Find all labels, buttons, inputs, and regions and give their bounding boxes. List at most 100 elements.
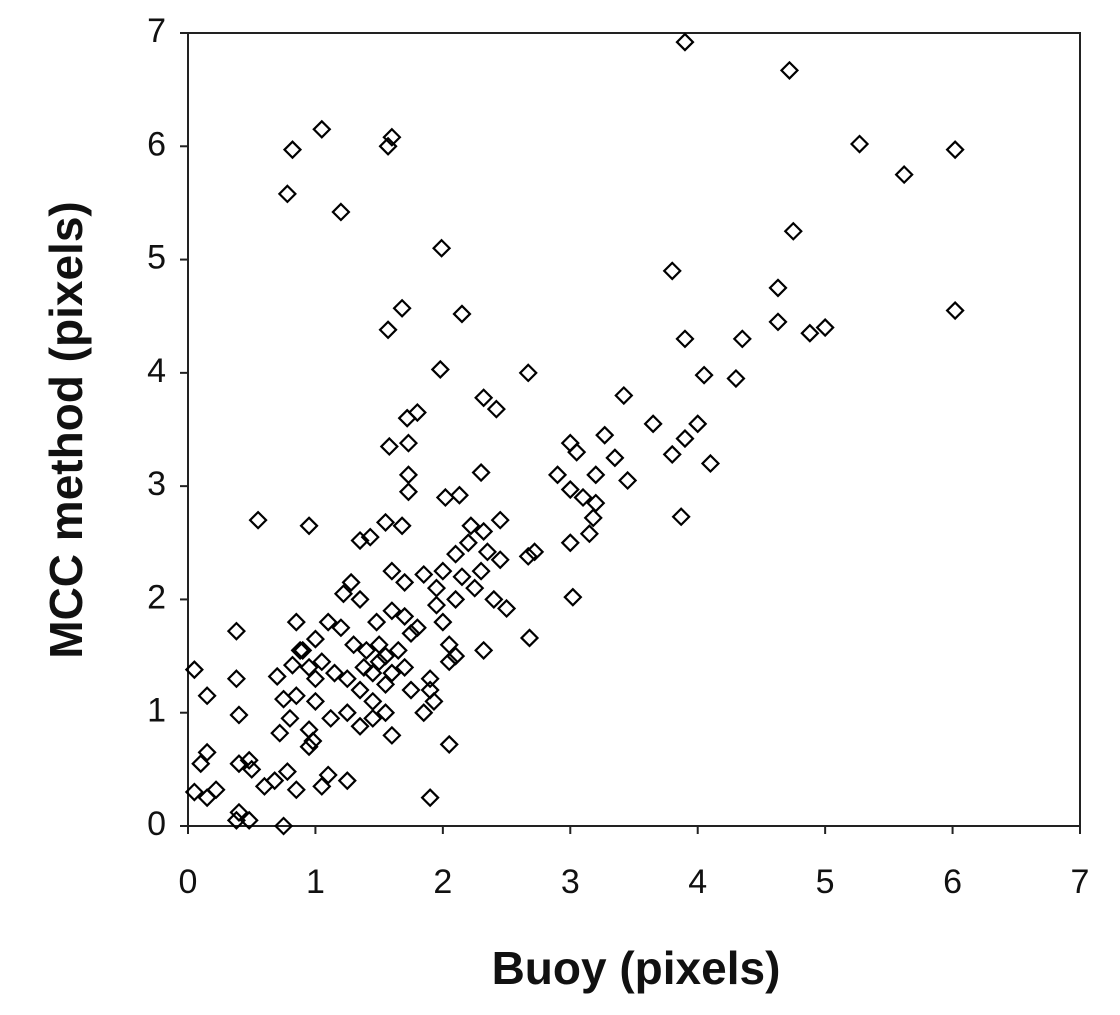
data-point — [360, 527, 380, 547]
data-point — [643, 414, 663, 434]
data-point — [369, 652, 389, 672]
data-point — [375, 512, 396, 532]
data-point — [375, 674, 396, 694]
data-point — [432, 238, 452, 258]
data-point — [395, 572, 415, 592]
data-point — [449, 485, 469, 505]
data-point — [945, 140, 965, 160]
data-point — [439, 652, 459, 672]
x-tick-label: 6 — [943, 863, 962, 901]
data-point — [282, 140, 303, 160]
data-point — [945, 300, 965, 321]
data-point — [398, 433, 419, 453]
data-point — [471, 561, 491, 581]
data-point — [382, 663, 402, 683]
data-point — [471, 462, 491, 483]
data-point — [197, 686, 217, 706]
data-point — [560, 533, 580, 553]
data-point — [363, 708, 383, 728]
y-tick-label: 5 — [147, 239, 166, 277]
data-point — [435, 487, 455, 508]
data-point — [337, 669, 357, 689]
data-point — [184, 782, 204, 802]
data-point — [274, 816, 294, 836]
data-point — [732, 329, 752, 349]
data-point — [280, 708, 300, 728]
data-point — [191, 754, 211, 774]
data-point — [675, 429, 695, 449]
data-point — [395, 657, 415, 677]
data-point — [388, 640, 408, 660]
data-point — [783, 221, 803, 241]
data-point — [398, 465, 419, 485]
plot-frame — [187, 32, 1081, 827]
data-point — [286, 686, 306, 706]
data-point — [344, 635, 364, 655]
data-point — [382, 601, 402, 621]
data-point — [378, 136, 398, 156]
data-point — [605, 448, 625, 468]
data-point — [286, 780, 306, 800]
data-point — [519, 628, 540, 648]
data-point — [490, 510, 510, 530]
data-point — [779, 60, 800, 80]
data-point — [382, 561, 402, 581]
data-point — [299, 516, 319, 536]
data-point — [726, 368, 746, 389]
data-point — [331, 618, 351, 638]
x-tick-label: 5 — [816, 863, 835, 901]
data-point — [265, 771, 285, 791]
data-point — [662, 261, 682, 281]
data-point — [547, 465, 568, 485]
data-point — [312, 652, 332, 672]
data-point — [465, 578, 485, 598]
data-point — [430, 359, 450, 380]
data-point — [894, 165, 914, 185]
data-point — [452, 304, 472, 324]
x-tick-label: 1 — [306, 863, 325, 901]
y-tick-label: 6 — [147, 125, 166, 163]
data-point — [579, 524, 599, 544]
data-point — [563, 587, 583, 607]
data-point — [379, 436, 399, 457]
data-point — [375, 703, 396, 723]
data-point — [239, 810, 259, 830]
data-point — [849, 134, 870, 154]
data-point — [305, 629, 325, 649]
data-point — [446, 544, 466, 564]
data-point — [367, 612, 387, 632]
data-point — [305, 691, 325, 711]
x-tick-label: 2 — [433, 863, 452, 901]
data-point — [299, 657, 319, 677]
data-point — [694, 365, 714, 385]
y-tick-label: 2 — [147, 578, 166, 616]
data-point — [768, 312, 788, 332]
data-point — [401, 623, 421, 643]
data-point — [662, 444, 682, 464]
data-point — [614, 385, 634, 406]
data-point — [303, 731, 323, 751]
data-point — [675, 32, 695, 52]
data-point — [424, 691, 444, 711]
data-point — [239, 750, 259, 770]
data-point — [331, 202, 351, 222]
data-point — [474, 521, 494, 542]
data-point — [675, 329, 695, 349]
data-point — [420, 788, 440, 808]
data-point — [312, 119, 332, 139]
data-point — [270, 723, 290, 743]
data-point — [356, 640, 376, 660]
data-point — [226, 810, 246, 830]
data-point — [382, 127, 402, 147]
data-point — [337, 771, 357, 791]
data-point — [414, 703, 434, 723]
data-point — [363, 691, 383, 711]
data-point — [426, 595, 447, 615]
data-point — [567, 442, 587, 462]
data-point — [458, 533, 478, 553]
data-point — [474, 388, 494, 408]
data-point — [286, 612, 306, 632]
data-point — [395, 606, 415, 626]
data-point — [586, 465, 606, 485]
data-point — [433, 561, 453, 581]
